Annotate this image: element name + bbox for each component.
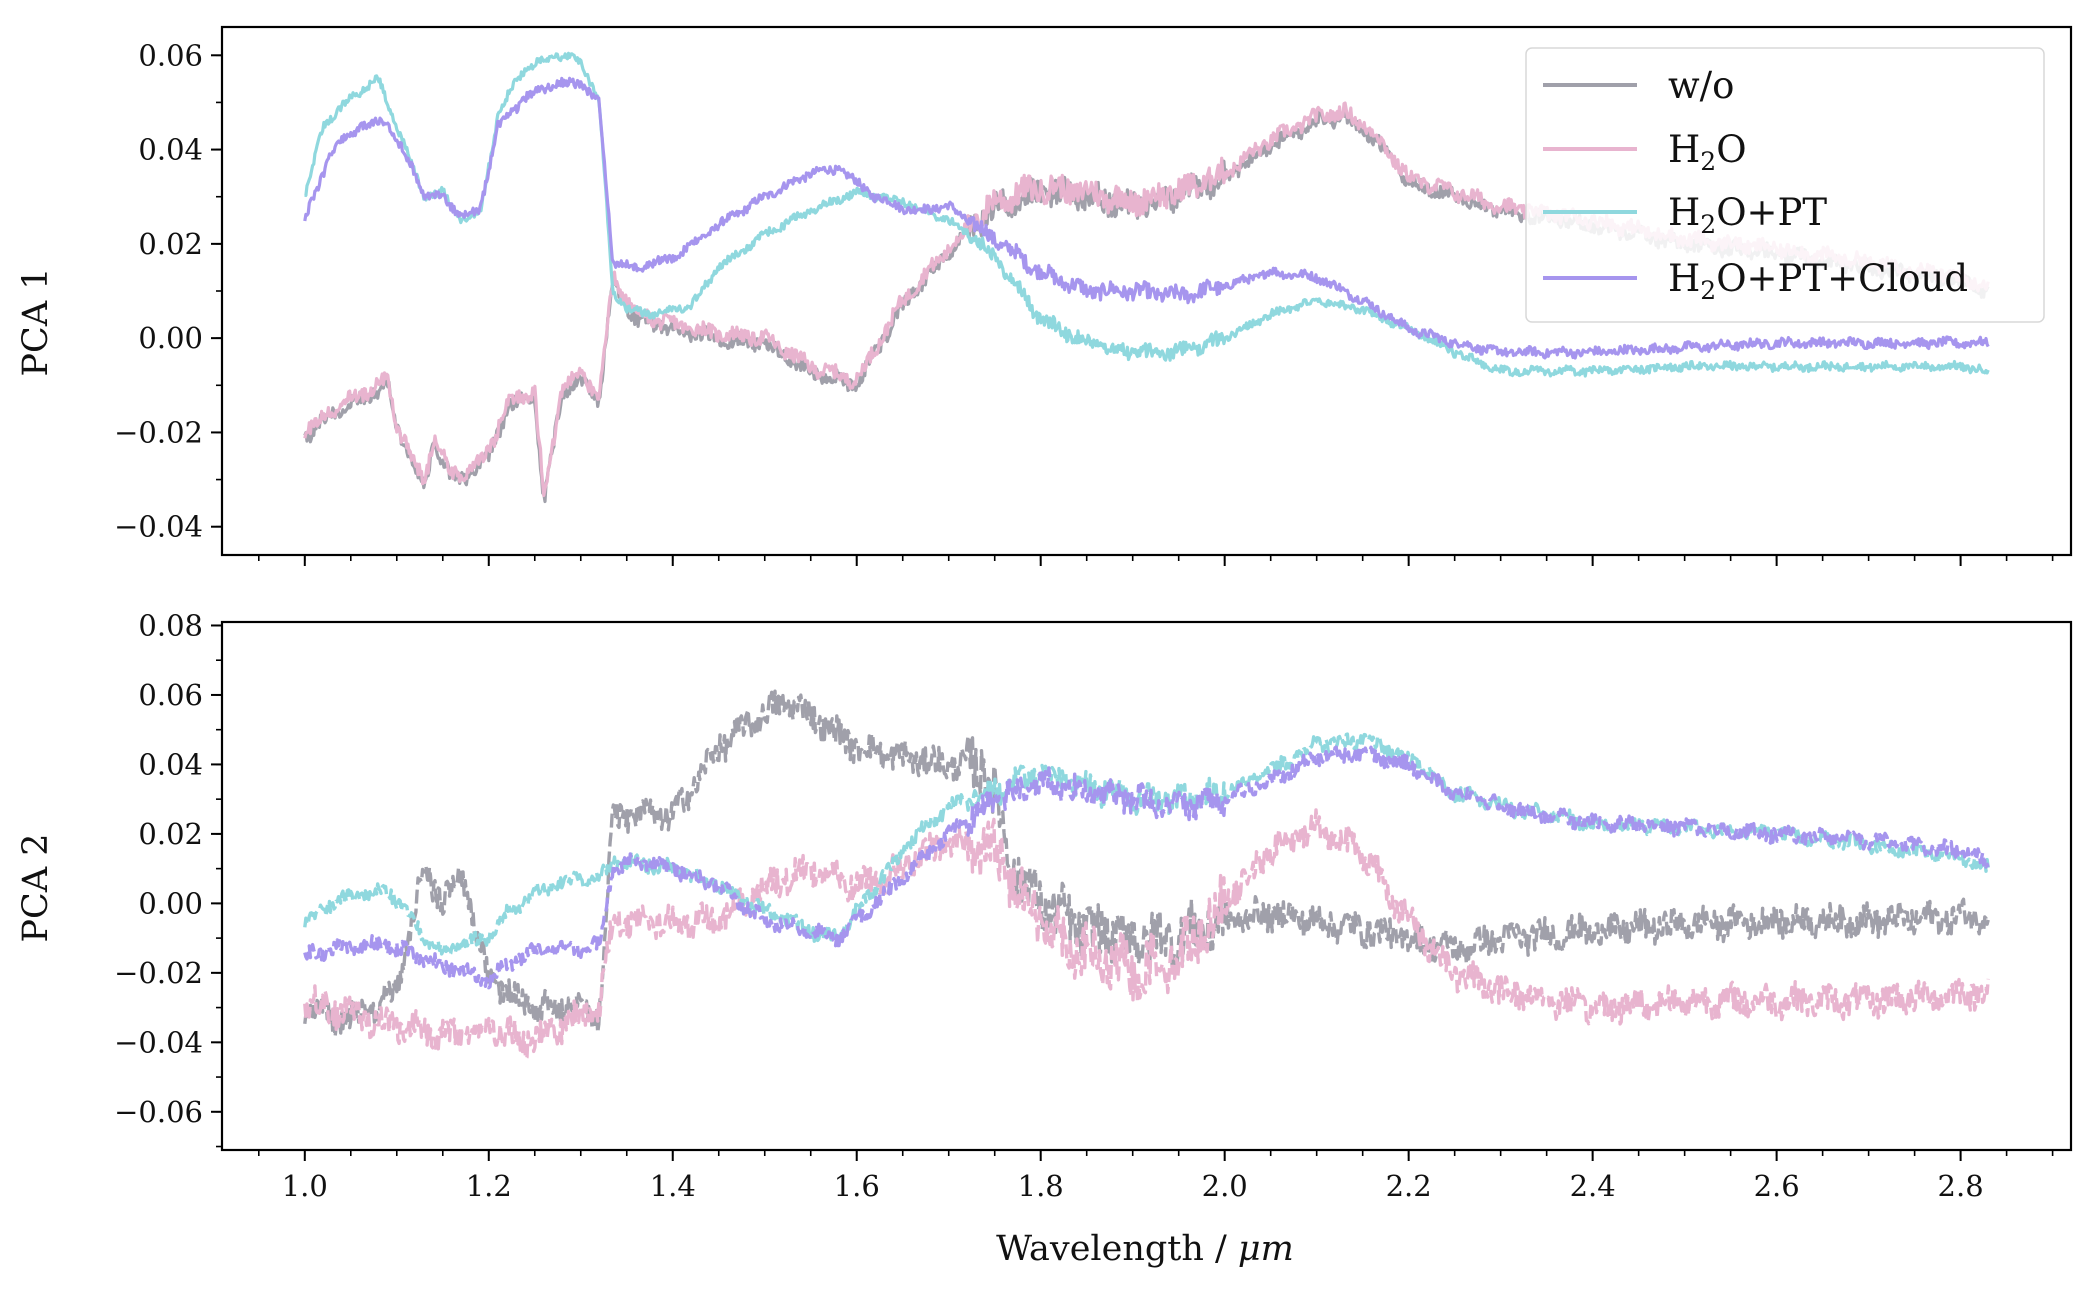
pca2-x-tick-label: 2.2 [1386,1169,1432,1203]
pca2-x-tick-label: 2.4 [1570,1169,1616,1203]
pca2-y-tick-label: 0.06 [138,678,203,712]
x-axis-label-main: Wavelength / [996,1229,1238,1269]
pca1-axes-frame [220,25,2073,557]
pca2-series-h2o [303,808,1990,1061]
pca2-x-tick-label: 1.2 [466,1169,512,1203]
pca2-x-tick-label: 1.6 [834,1169,880,1203]
pca1-series-h2o-pt-cloud [303,76,1990,360]
pca2-ticks-layer: 1.0 1.2 1.4 1.6 1.8 2.0 2.2 2.4 2.6 2.8 −0.06 −0.04… [114,608,2054,1203]
legend-label-wo: w/o [1668,64,1734,107]
legend-label-h2o-pt: H2O+PT [1668,191,1827,239]
x-axis-label: Wavelength / μm [996,1229,1294,1269]
pca2-x-tick-label: 1.8 [1018,1169,1064,1203]
pca1-ticks-layer: −0.04 −0.02 0.00 0.02 0.04 0.06 [114,38,2054,566]
pca1-y-tick-label: −0.02 [114,415,203,449]
pca2-x-tick-label: 1.0 [282,1169,328,1203]
legend-label-h2o-sub: 2 [1700,147,1716,176]
legend-label-h2o-pt-cloud-rest: O+PT+Cloud [1716,257,1968,300]
legend-label-h2o-rest: O [1716,128,1746,171]
pca2-series-layer [303,689,1990,1061]
pca2-series-h2o-pt-cloud [303,745,1990,990]
x-axis-label-unit: μm [1238,1229,1294,1269]
legend-frame [1525,47,2045,323]
pca1-series-h2o-pt [304,51,1990,378]
pca2-series-w-o [303,689,1990,1039]
pca2-y-tick-label: −0.04 [114,1025,203,1059]
pca1-panel: −0.04 −0.02 0.00 0.02 0.04 0.06 PCA 1 [16,25,2073,566]
pca2-ylabel: PCA 2 [16,834,56,943]
pca1-y-tick-label: 0.04 [138,133,203,167]
legend-label-h2o-pt-cloud-base: H [1668,257,1700,300]
pca2-x-tick-label: 2.0 [1202,1169,1248,1203]
pca2-x-tick-label: 1.4 [650,1169,696,1203]
pca2-x-tick-label: 2.6 [1754,1169,1800,1203]
pca2-x-tick-label: 2.8 [1938,1169,1984,1203]
pca2-axes-frame [220,620,2073,1152]
pca1-y-tick-label: −0.04 [114,510,203,544]
legend-label-h2o-pt-sub: 2 [1700,210,1716,239]
legend-label-h2o-pt-base: H [1668,191,1700,234]
legend-label-h2o-pt-rest: O+PT [1716,191,1827,234]
pca2-y-tick-label: 0.02 [138,817,203,851]
pca1-y-tick-label: 0.06 [138,38,203,72]
pca2-y-tick-label: −0.06 [114,1095,203,1129]
pca2-panel: 1.0 1.2 1.4 1.6 1.8 2.0 2.2 2.4 2.6 2.8 −0.06 −0.04… [16,608,2073,1203]
pca1-y-tick-label: 0.00 [138,321,203,355]
pca2-y-tick-label: 0.08 [138,608,203,642]
pca2-y-tick-label: 0.04 [138,747,203,781]
legend-label-h2o-pt-cloud: H2O+PT+Cloud [1668,257,1968,305]
legend-label-h2o: H2O [1668,128,1747,176]
legend-label-h2o-base: H [1668,128,1700,171]
pca1-y-tick-label: 0.02 [138,227,203,261]
legend: w/o H2O H2O+PT H2O+PT+Cloud [1525,47,2045,323]
pca2-y-tick-label: 0.00 [138,886,203,920]
legend-label-h2o-pt-cloud-sub: 2 [1700,276,1716,305]
pca2-y-tick-label: −0.02 [114,956,203,990]
pca1-ylabel: PCA 1 [16,268,56,377]
